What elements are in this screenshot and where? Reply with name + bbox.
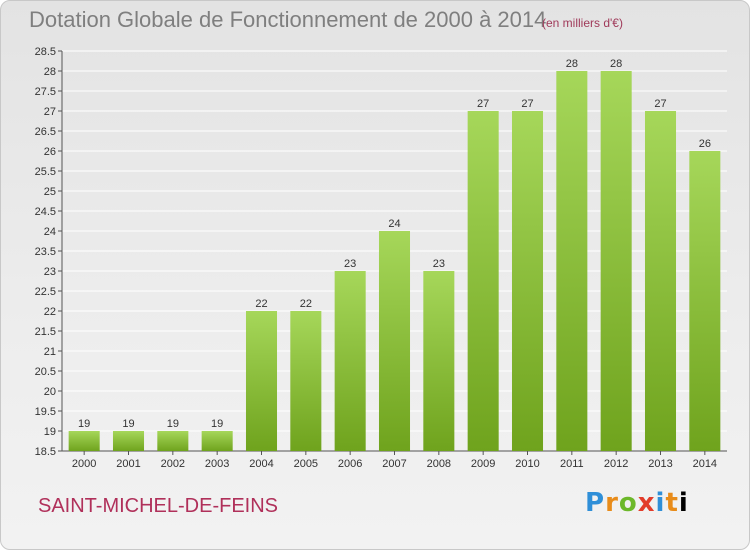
bar bbox=[68, 431, 100, 451]
bar-value-label: 22 bbox=[300, 298, 312, 310]
x-tick-label: 2003 bbox=[205, 458, 229, 470]
proxiti-logo: Proxiti bbox=[585, 488, 689, 518]
bar-value-label: 26 bbox=[699, 138, 711, 150]
y-tick-label: 26.5 bbox=[35, 126, 56, 138]
x-tick-label: 2009 bbox=[471, 458, 495, 470]
bar bbox=[112, 431, 145, 451]
bar-value-label: 19 bbox=[211, 418, 223, 430]
chart-title: Dotation Globale de Fonctionnement de 20… bbox=[29, 7, 547, 32]
y-tick-label: 21 bbox=[44, 346, 56, 358]
bar-value-label: 28 bbox=[566, 58, 578, 70]
y-tick-label: 19.5 bbox=[35, 406, 56, 418]
bar-value-label: 19 bbox=[78, 418, 90, 430]
y-tick-label: 18.5 bbox=[35, 446, 56, 458]
y-tick-label: 28 bbox=[44, 66, 56, 78]
y-tick-label: 20 bbox=[44, 386, 56, 398]
y-tick-label: 22.5 bbox=[35, 286, 56, 298]
x-tick-label: 2002 bbox=[161, 458, 185, 470]
x-tick-label: 2010 bbox=[515, 458, 539, 470]
logo-letter: t bbox=[665, 488, 679, 518]
y-tick-label: 27.5 bbox=[35, 86, 56, 98]
bar-value-label: 19 bbox=[167, 418, 179, 430]
bar bbox=[201, 431, 233, 451]
logo-letter: o bbox=[618, 488, 638, 518]
x-tick-label: 2014 bbox=[693, 458, 717, 470]
bar-value-label: 24 bbox=[388, 218, 400, 230]
bar bbox=[245, 311, 278, 451]
bar-value-label: 27 bbox=[521, 98, 533, 110]
y-tick-label: 19 bbox=[44, 426, 56, 438]
logo-letter: r bbox=[605, 488, 619, 518]
bar bbox=[423, 271, 455, 451]
y-tick-label: 24 bbox=[44, 226, 56, 238]
bar-value-label: 28 bbox=[610, 58, 622, 70]
x-tick-label: 2001 bbox=[116, 458, 140, 470]
bar bbox=[556, 71, 588, 451]
y-tick-label: 27 bbox=[44, 106, 56, 118]
chart-subtitle: (en milliers d'€) bbox=[542, 16, 623, 30]
y-tick-label: 22 bbox=[44, 306, 56, 318]
x-tick-label: 2007 bbox=[382, 458, 406, 470]
logo-letter: P bbox=[585, 488, 606, 518]
commune-name: SAINT-MICHEL-DE-FEINS bbox=[38, 495, 279, 517]
bar bbox=[600, 71, 632, 451]
bar bbox=[644, 111, 677, 451]
y-tick-label: 28.5 bbox=[35, 46, 56, 58]
x-tick-label: 2013 bbox=[648, 458, 672, 470]
x-tick-label: 2012 bbox=[604, 458, 628, 470]
bar bbox=[689, 151, 721, 451]
y-tick-label: 26 bbox=[44, 146, 56, 158]
bar-value-label: 27 bbox=[654, 98, 666, 110]
y-tick-label: 20.5 bbox=[35, 366, 56, 378]
value-labels: 19 19 19 19 22 22 23 24 23 27 27 28 28 27 26 bbox=[78, 58, 711, 430]
bar-value-label: 23 bbox=[344, 258, 356, 270]
bar bbox=[290, 311, 322, 451]
x-tick-label: 2008 bbox=[427, 458, 451, 470]
x-tick-label: 2006 bbox=[338, 458, 362, 470]
y-tick-label: 23.5 bbox=[35, 246, 56, 258]
bar bbox=[511, 111, 544, 451]
y-tick-label: 23 bbox=[44, 266, 56, 278]
x-tick-label: 2005 bbox=[294, 458, 318, 470]
bar-value-label: 22 bbox=[255, 298, 267, 310]
y-tick-label: 24.5 bbox=[35, 206, 56, 218]
y-tick-label: 25 bbox=[44, 186, 56, 198]
bar-value-label: 27 bbox=[477, 98, 489, 110]
bar bbox=[334, 271, 366, 451]
x-tick-label: 2011 bbox=[560, 458, 584, 470]
logo-letter: i bbox=[678, 488, 689, 518]
logo-letter: x bbox=[637, 488, 656, 518]
bar bbox=[157, 431, 189, 451]
bar-value-label: 23 bbox=[433, 258, 445, 270]
bars bbox=[68, 71, 721, 451]
y-tick-label: 25.5 bbox=[35, 166, 56, 178]
bar bbox=[467, 111, 499, 451]
x-tick-labels: 2000 2001 2002 2003 2004 2005 2006 2007 2008 2009… bbox=[72, 458, 717, 470]
y-tick-label: 21.5 bbox=[35, 326, 56, 338]
y-tick-labels: 18.5 19 19.5 20 20.5 21 21.5 22 22.5 23 23.5 24 24.5… bbox=[35, 46, 56, 458]
x-tick-label: 2004 bbox=[249, 458, 273, 470]
logo-letter: i bbox=[655, 488, 666, 518]
bar-value-label: 19 bbox=[122, 418, 134, 430]
x-tick-label: 2000 bbox=[72, 458, 96, 470]
bar bbox=[378, 231, 411, 451]
